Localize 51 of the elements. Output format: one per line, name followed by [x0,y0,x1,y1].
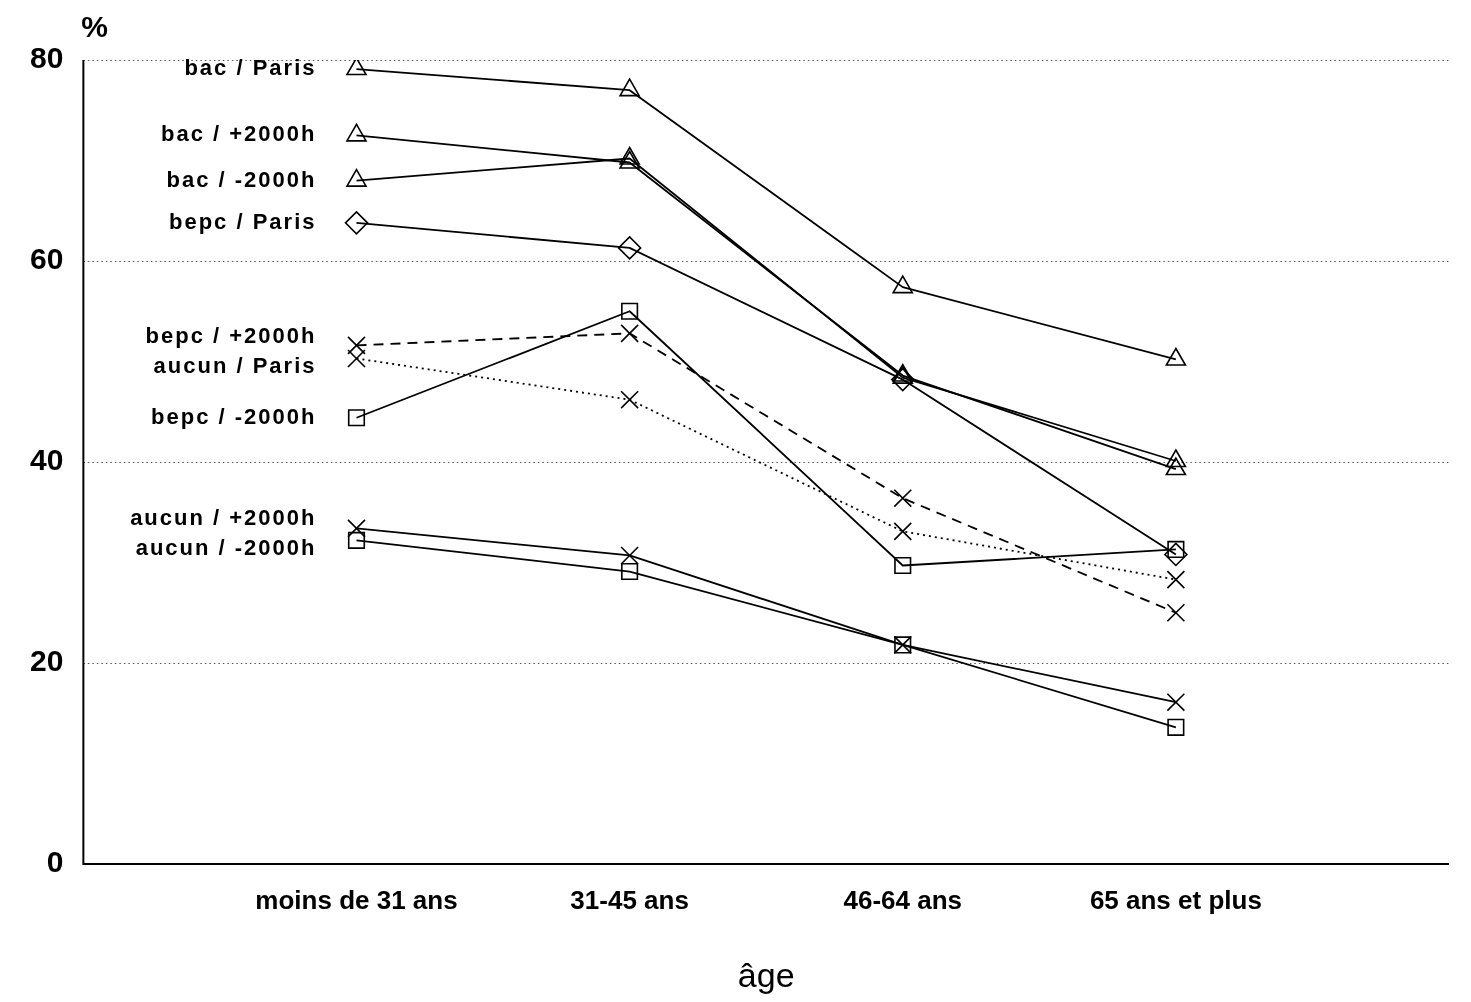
point [892,275,914,294]
point [1166,603,1186,623]
series-label: bac / -2000h [166,166,317,192]
point [346,123,367,142]
point [894,556,912,575]
series-label: bac / Paris [184,55,317,81]
x-tick-label: 65 ans et plus [1089,884,1262,915]
point [620,390,639,409]
point [346,168,367,187]
x-axis-title: âge [737,955,795,994]
point [621,302,639,320]
series-label: bac / +2000h [161,121,317,147]
point [621,562,639,581]
point [1167,718,1185,736]
y-tick-label: 0 [46,845,64,879]
y-tick-label: 20 [29,644,64,678]
point [1165,347,1187,366]
point [347,409,366,427]
y-tick-label: 60 [29,242,64,276]
point [347,336,366,355]
point [1165,449,1187,468]
point [344,211,369,235]
point [890,367,915,392]
point [347,531,366,549]
series-label: bepc / Paris [168,208,317,234]
point [893,488,913,508]
point [619,78,640,97]
point [1166,570,1186,589]
y-tick-label: 40 [29,443,64,477]
series-label: aucun / +2000h [130,505,317,531]
series-label: bepc / -2000h [151,403,317,429]
series-label: bepc / +2000h [145,323,317,349]
point [893,522,913,541]
point [619,146,640,165]
point [619,150,640,169]
y-axis-title: % [81,10,109,44]
series-label: aucun / Paris [153,353,317,379]
point [1165,457,1187,476]
y-tick-label: 80 [29,41,64,75]
x-tick-label: 31-45 ans [570,884,689,915]
point [617,236,642,260]
point [1166,692,1186,712]
point [620,324,639,343]
point [620,546,639,565]
point [346,60,367,76]
point [347,349,366,368]
series-label: aucun / -2000h [135,535,317,561]
x-tick-label: moins de 31 ans [255,884,458,915]
point [347,519,366,538]
point [1164,542,1188,567]
x-tick-label: 46-64 ans [843,884,963,915]
